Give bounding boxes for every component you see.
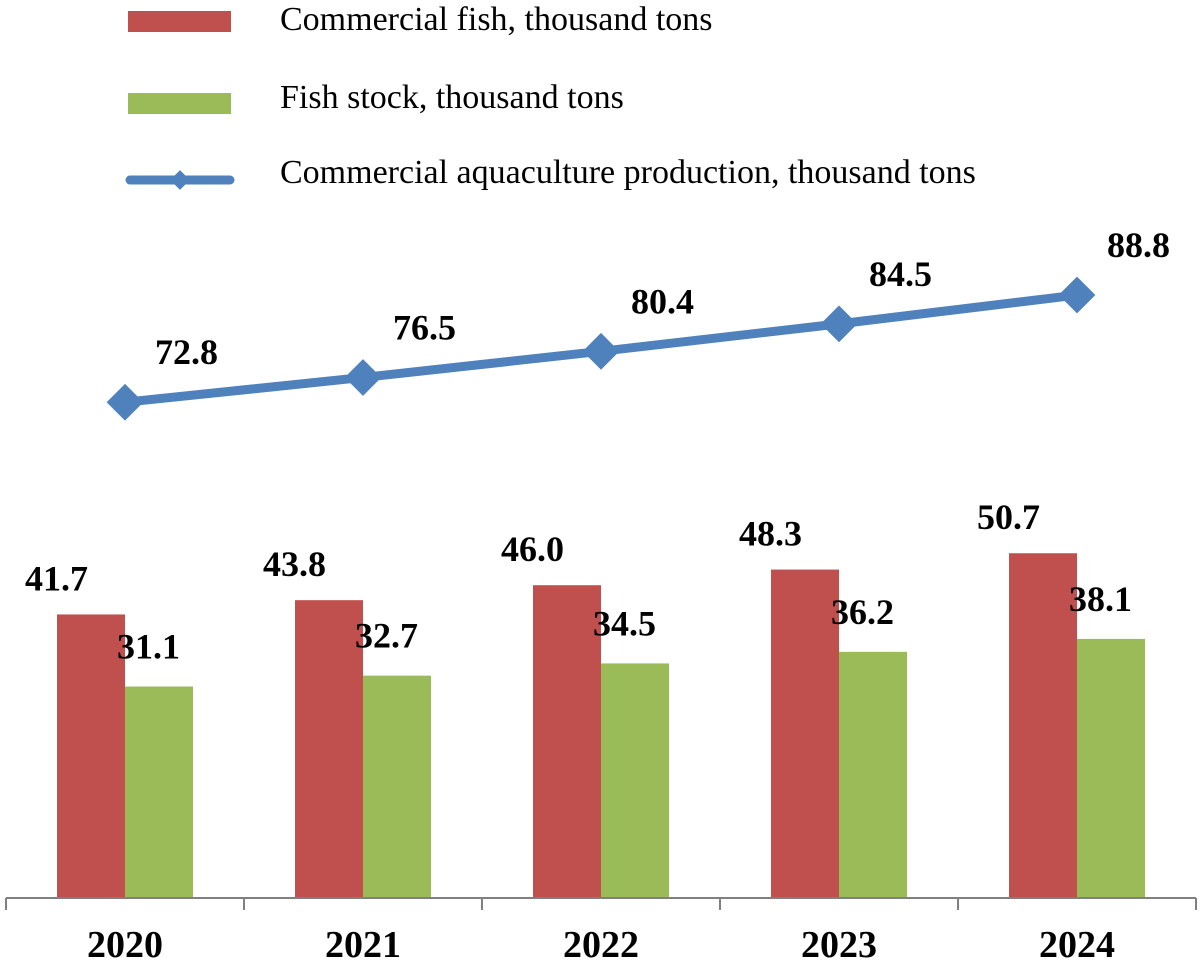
legend-label-aquaculture: Commercial aquaculture production, thous… [280, 154, 976, 191]
data-label-fish-stock-2021: 32.7 [355, 616, 418, 656]
bar-commercial-fish-2020 [57, 614, 125, 898]
x-tick-label-2024: 2024 [1039, 924, 1115, 966]
data-label-aquaculture-2024: 88.8 [1107, 225, 1170, 265]
marker-aquaculture-2023 [820, 305, 858, 343]
legend-swatch-commercial-fish [128, 11, 231, 32]
data-label-fish-stock-2020: 31.1 [117, 627, 180, 667]
bar-fish-stock-2024 [1077, 638, 1145, 898]
bar-fish-stock-2022 [601, 663, 669, 898]
marker-aquaculture-2024 [1058, 276, 1096, 314]
legend-label-fish-stock: Fish stock, thousand tons [280, 79, 624, 116]
marker-aquaculture-2021 [344, 359, 382, 396]
bar-commercial-fish-2022 [533, 585, 601, 898]
bar-commercial-fish-2024 [1009, 553, 1077, 898]
data-label-commercial-fish-2020: 41.7 [25, 558, 88, 598]
data-label-fish-stock-2024: 38.1 [1069, 579, 1132, 619]
bar-fish-stock-2020 [125, 686, 193, 898]
bar-fish-stock-2021 [363, 675, 431, 898]
marker-aquaculture-2020 [106, 383, 144, 421]
data-label-commercial-fish-2021: 43.8 [263, 544, 326, 584]
legend-item-aquaculture: Commercial aquaculture production, thous… [125, 154, 976, 191]
data-label-fish-stock-2023: 36.2 [831, 592, 894, 632]
bars-layer [57, 553, 1145, 898]
legend: Commercial fish, thousand tons Fish stoc… [125, 1, 976, 191]
data-labels-layer: 41.7 31.1 43.8 32.7 46.0 34.5 48.3 36.2 50.7 38.1… [25, 225, 1170, 666]
x-tick-label-2023: 2023 [801, 924, 877, 966]
x-axis: 2020 2021 2022 2023 2024 [5, 897, 1197, 966]
marker-aquaculture-2022 [582, 332, 620, 370]
data-label-commercial-fish-2022: 46.0 [501, 529, 564, 569]
x-tick-label-2022: 2022 [563, 924, 639, 966]
legend-label-commercial-fish: Commercial fish, thousand tons [280, 1, 713, 38]
line-series-layer [106, 276, 1096, 421]
legend-item-fish-stock: Fish stock, thousand tons [128, 79, 624, 116]
legend-swatch-fish-stock [128, 93, 231, 114]
data-label-commercial-fish-2024: 50.7 [977, 497, 1040, 537]
data-label-aquaculture-2021: 76.5 [393, 307, 456, 347]
bar-fish-stock-2023 [839, 651, 907, 898]
legend-item-commercial-fish: Commercial fish, thousand tons [128, 1, 713, 38]
bar-commercial-fish-2023 [771, 569, 839, 898]
bar-commercial-fish-2021 [295, 600, 363, 898]
data-label-commercial-fish-2023: 48.3 [739, 514, 802, 554]
data-label-aquaculture-2022: 80.4 [631, 281, 694, 321]
legend-marker-aquaculture [170, 170, 190, 190]
x-tick-label-2020: 2020 [87, 924, 163, 966]
data-label-aquaculture-2020: 72.8 [155, 332, 218, 372]
x-tick-label-2021: 2021 [325, 924, 401, 966]
data-label-aquaculture-2023: 84.5 [869, 254, 932, 294]
data-label-fish-stock-2022: 34.5 [593, 603, 656, 643]
